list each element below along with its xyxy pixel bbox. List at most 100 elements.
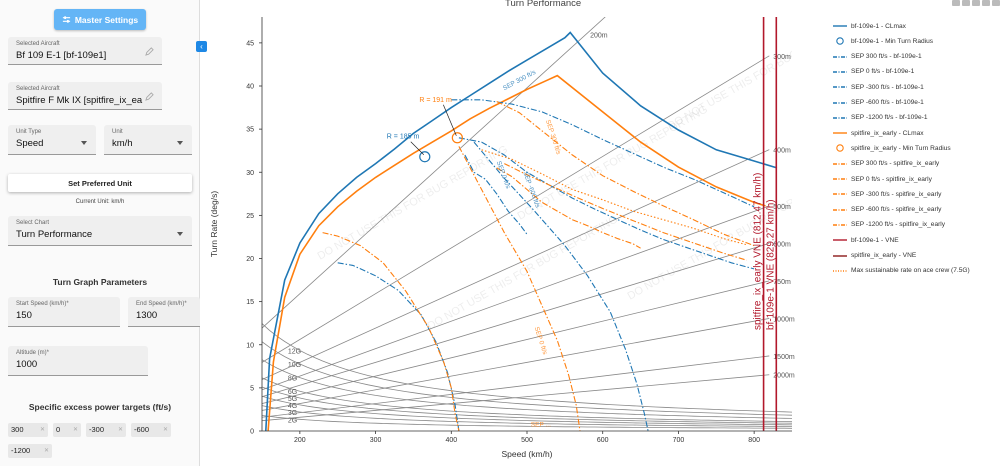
min-turn-radius-marker [451, 132, 463, 144]
series-group [265, 31, 778, 431]
chevron-left-icon: ‹ [200, 42, 203, 51]
chart-select[interactable]: Select Chart Turn Performance [8, 216, 192, 246]
legend-item[interactable]: SEP 0 ft/s - spitfire_ix_early [833, 173, 932, 185]
toolbar-icon[interactable] [982, 0, 990, 6]
series-line [496, 167, 641, 249]
toolbar-icon[interactable] [992, 0, 1000, 6]
chart-select-value: Turn Performance [16, 229, 93, 240]
legend-item[interactable]: SEP -1200 ft/s - spitfire_ix_early [833, 219, 945, 231]
legend-item[interactable]: SEP -600 ft/s - bf-109e-1 [833, 97, 924, 109]
radius-line [262, 374, 770, 422]
sidebar: Master Settings Selected Aircraft Bf 109… [0, 0, 200, 466]
legend-item[interactable]: bf-109e-1 - VNE [833, 234, 899, 246]
y-tick-label: 15 [246, 299, 254, 306]
legend-item[interactable]: SEP -600 ft/s - spitfire_ix_early [833, 204, 941, 216]
line-swatch-icon [833, 117, 847, 119]
unit-select[interactable]: Unit km/h [104, 125, 192, 155]
sep-chip[interactable]: -1200 ✕ [8, 444, 52, 458]
g-load-label: 5G [288, 396, 297, 403]
legend-item[interactable]: spitfire_ix_early - VNE [833, 250, 916, 262]
legend-label: SEP -1200 ft/s - bf-109e-1 [851, 114, 928, 122]
aircraft1-field[interactable]: Selected Aircraft Bf 109 E-1 [bf-109e1] [8, 37, 162, 65]
chevron-down-icon [177, 232, 183, 236]
pencil-icon[interactable] [145, 47, 154, 56]
legend-item[interactable]: spitfire_ix_early - CLmax [833, 127, 924, 139]
legend-label: SEP 300 ft/s - bf-109e-1 [851, 53, 922, 61]
aircraft1-label: Selected Aircraft [16, 41, 60, 47]
radius-line [262, 17, 606, 329]
radius-line [262, 149, 770, 380]
sliders-icon [62, 16, 70, 23]
y-tick-label: 10 [246, 342, 254, 349]
g-load-label: 10G [288, 362, 301, 369]
legend-label: SEP -600 ft/s - spitfire_ix_early [851, 206, 942, 214]
line-swatch-icon [833, 178, 847, 180]
master-settings-label: Master Settings [74, 14, 139, 25]
unit-type-select[interactable]: Unit Type Speed [8, 125, 96, 155]
close-icon[interactable]: ✕ [43, 448, 49, 454]
line-swatch-icon [833, 71, 847, 73]
start-speed-input[interactable]: Start Speed (km/h)* 150 [8, 297, 120, 327]
radius-label: 200m [590, 32, 608, 39]
end-speed-input[interactable]: End Speed (km/h)* 1300 [128, 297, 200, 327]
close-icon[interactable]: ✕ [162, 427, 168, 433]
legend-label: SEP -300 ft/s - bf-109e-1 [851, 83, 924, 91]
legend-item[interactable]: spitfire_ix_early - Min Turn Radius [833, 142, 951, 154]
legend-item[interactable]: bf-109e-1 - Min Turn Radius [833, 35, 933, 47]
series-line [265, 31, 778, 431]
sep-chip-value: -300 [89, 425, 105, 434]
g-load-line [262, 323, 792, 413]
set-preferred-unit-button[interactable]: Set Preferred Unit [8, 174, 192, 192]
y-tick-label: 5 [250, 385, 254, 392]
y-tick-label: 0 [250, 429, 254, 436]
sep-chip[interactable]: -600 ✕ [131, 423, 171, 437]
g-load-line [262, 341, 792, 416]
legend-item[interactable]: bf-109e-1 - CLmax [833, 20, 906, 32]
line-swatch-icon [833, 193, 847, 195]
sep-chip[interactable]: 0 ✕ [53, 423, 81, 437]
radius-line [262, 205, 770, 391]
legend-label: spitfire_ix_early - CLmax [851, 129, 924, 137]
legend-item[interactable]: SEP -1200 ft/s - bf-109e-1 [833, 112, 927, 124]
legend-item[interactable]: SEP 300 ft/s - spitfire_ix_early [833, 158, 939, 170]
radius-label: 300m [773, 54, 791, 61]
legend-item[interactable]: SEP -300 ft/s - bf-109e-1 [833, 81, 924, 93]
legend-item[interactable]: SEP 300 ft/s - bf-109e-1 [833, 51, 922, 63]
legend-item[interactable]: SEP -300 ft/s - spitfire_ix_early [833, 188, 941, 200]
altitude-input[interactable]: Altitude (m)* 1000 [8, 346, 148, 376]
sep-targets-title: Specific excess power targets (ft/s) [28, 402, 172, 412]
legend-item[interactable]: SEP 0 ft/s - bf-109e-1 [833, 66, 914, 78]
x-tick-label: 600 [597, 437, 609, 444]
g-load-line [262, 395, 792, 426]
current-unit-text: Current Unit: km/h [75, 199, 125, 205]
aircraft2-field[interactable]: Selected Aircraft Spitfire F Mk IX [spit… [8, 82, 162, 110]
sep-chip[interactable]: -300 ✕ [86, 423, 126, 437]
series-line [473, 141, 649, 431]
legend-label: bf-109e-1 - CLmax [851, 22, 906, 30]
min-turn-radius-marker [419, 151, 431, 163]
toolbar-icon[interactable] [962, 0, 970, 6]
legend-label: bf-109e-1 - Min Turn Radius [851, 37, 934, 45]
unit-type-label: Unit Type [16, 129, 42, 135]
close-icon[interactable]: ✕ [117, 427, 123, 433]
toolbar-icon[interactable] [952, 0, 960, 6]
line-swatch-icon [833, 25, 847, 27]
close-icon[interactable]: ✕ [72, 427, 78, 433]
close-icon[interactable]: ✕ [39, 427, 45, 433]
pencil-icon[interactable] [145, 92, 154, 101]
chevron-down-icon [81, 141, 87, 145]
line-swatch-icon [833, 86, 847, 88]
collapse-sidebar-button[interactable]: ‹ [196, 41, 207, 52]
y-tick-label: 40 [246, 84, 254, 91]
y-tick-label: 35 [246, 127, 254, 134]
sep-chip[interactable]: 300 ✕ [8, 423, 48, 437]
legend-label: Max sustainable rate on ace crew (7.5G) [851, 267, 970, 275]
series-line [322, 232, 460, 431]
toolbar-icon[interactable] [972, 0, 980, 6]
series-line [267, 74, 766, 431]
legend-label: SEP -300 ft/s - spitfire_ix_early [851, 190, 942, 198]
end-speed-label: End Speed (km/h)* [136, 301, 187, 307]
sep-chip-value: -600 [134, 425, 150, 434]
master-settings-button[interactable]: Master Settings [54, 9, 146, 30]
legend-item[interactable]: Max sustainable rate on ace crew (7.5G) [833, 265, 970, 277]
